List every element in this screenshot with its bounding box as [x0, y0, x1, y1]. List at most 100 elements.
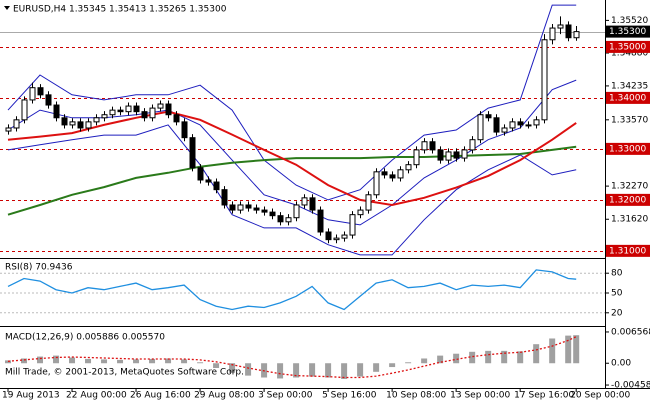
y-tick-label: 1.35520	[611, 16, 648, 26]
macd-bar	[437, 355, 444, 364]
candle-body	[229, 204, 236, 211]
macd-bar	[293, 363, 300, 378]
level-tag	[606, 142, 650, 155]
candle-body	[189, 137, 196, 169]
candle-body	[573, 31, 580, 39]
macd-bar	[101, 359, 108, 364]
candle-body	[445, 151, 452, 161]
y-tick-label: 1.33570	[611, 115, 648, 125]
candle-body	[293, 204, 300, 219]
indicator-line	[7, 4, 577, 201]
candle-body	[165, 103, 172, 116]
candle-body	[341, 234, 348, 239]
rsi-line	[7, 269, 577, 311]
x-tick-label: 20 Sep 00:00	[570, 391, 630, 400]
candle-body	[253, 207, 260, 211]
indicator-line	[7, 124, 577, 256]
macd-bar	[357, 363, 364, 377]
level-tag	[606, 193, 650, 206]
x-tick-label: 5 Sep 16:00	[322, 391, 377, 400]
candle-body	[181, 121, 188, 139]
y-tick-label: 1.31620	[611, 215, 648, 225]
macd-bar	[533, 344, 540, 364]
macd-bar	[277, 363, 284, 379]
candle-body	[365, 194, 372, 211]
macd-bar	[181, 359, 188, 364]
candle-body	[13, 119, 20, 129]
candle-body	[301, 197, 308, 206]
macd-bar	[501, 350, 508, 364]
macd-bar	[21, 358, 28, 364]
x-tick-label: 19 Aug 2013	[2, 391, 60, 400]
candle-body	[21, 99, 28, 121]
candle-body	[261, 209, 268, 213]
candle-body	[173, 114, 180, 123]
candle-body	[29, 87, 36, 101]
candle-body	[461, 149, 468, 159]
y-tick-label: 20	[611, 308, 623, 318]
level-label: 1.32000	[609, 195, 646, 205]
level-tag	[606, 40, 650, 53]
candle-body	[149, 107, 156, 119]
x-tick-label: 10 Sep 08:00	[386, 391, 446, 400]
candle-body	[45, 94, 52, 106]
macd-bar	[5, 360, 12, 364]
candle-body	[389, 174, 396, 179]
copyright: Mill Trade, © 2001-2013, MetaQuotes Soft…	[5, 368, 244, 378]
price-tag	[606, 25, 650, 38]
candle-body	[541, 39, 548, 121]
candle-body	[485, 114, 492, 119]
level-label: 1.31000	[609, 246, 646, 256]
candle-body	[285, 217, 292, 223]
y-tick-label: 1.32270	[611, 182, 648, 192]
macd-bar	[573, 335, 580, 364]
candle-body	[269, 211, 276, 217]
candle-body	[5, 127, 12, 132]
candle-body	[101, 114, 108, 119]
candle-body	[61, 117, 68, 126]
symbol-header: EURUSD,H4 1.35345 1.35413 1.35265 1.3530…	[13, 5, 227, 15]
macd-bar	[549, 338, 556, 364]
candle-body	[429, 141, 436, 151]
y-tick-label: 50	[611, 289, 623, 299]
macd-bar	[469, 351, 476, 364]
symbol-icon	[4, 6, 10, 10]
x-tick-label: 3 Sep 00:00	[258, 391, 313, 400]
macd-bar	[117, 359, 124, 364]
rsi-header: RSI(8) 70.9436	[5, 263, 73, 273]
candle-body	[325, 231, 332, 241]
y-tick-label: 80	[611, 269, 623, 279]
macd-bar	[405, 362, 412, 364]
macd-bar	[485, 350, 492, 364]
macd-bar	[85, 358, 92, 364]
candle-body	[125, 105, 132, 113]
candle-body	[69, 121, 76, 126]
candle-body	[397, 169, 404, 179]
candle-body	[469, 139, 476, 151]
macd-bar	[373, 363, 380, 372]
candle-body	[549, 27, 556, 41]
macd-bar	[517, 351, 524, 364]
candle-body	[453, 151, 460, 159]
candle-body	[533, 119, 540, 126]
candle-body	[501, 127, 508, 133]
price-label: 1.35300	[609, 27, 646, 37]
macd-bar	[229, 363, 236, 373]
indicator-line	[7, 110, 577, 207]
macd-bar	[389, 363, 396, 368]
candle-body	[117, 109, 124, 113]
candle-body	[77, 121, 84, 129]
candle-body	[213, 181, 220, 191]
macd-bar	[37, 356, 44, 364]
candle-body	[109, 109, 116, 116]
signal-line	[7, 336, 577, 379]
macd-bar	[53, 355, 60, 364]
macd-bar	[325, 363, 332, 378]
candle-body	[437, 149, 444, 161]
x-tick-label: 29 Aug 08:00	[194, 391, 255, 400]
level-tag	[606, 244, 650, 257]
level-label: 1.34000	[609, 93, 646, 103]
macd-bar	[69, 357, 76, 364]
frame	[0, 0, 650, 389]
